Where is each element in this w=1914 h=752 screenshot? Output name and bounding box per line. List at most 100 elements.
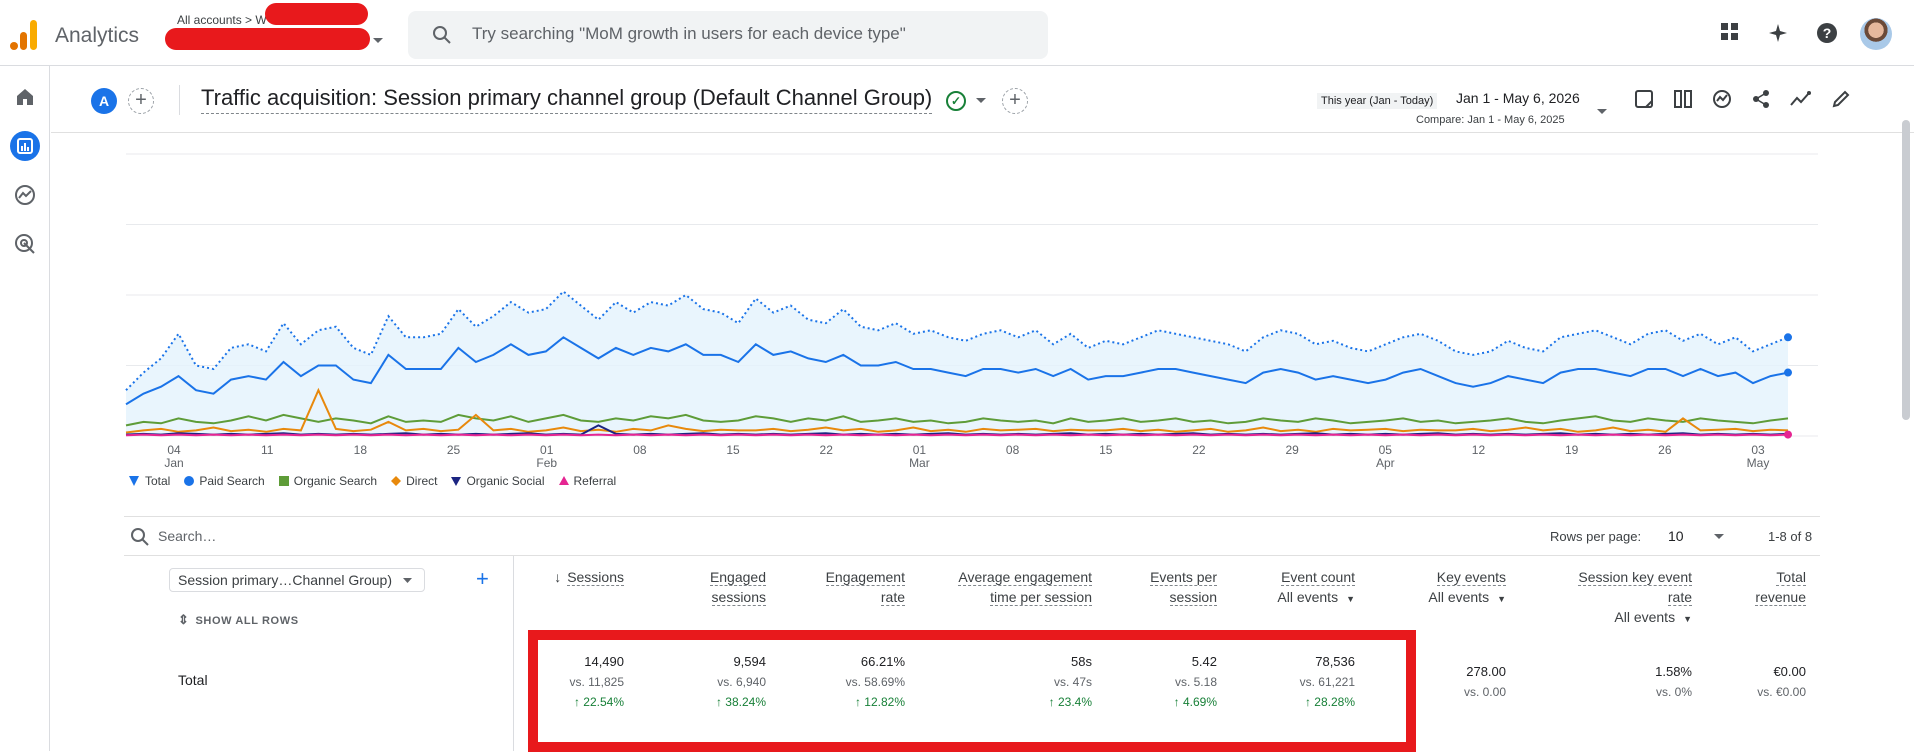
total-cell: 1.58% vs. 0% [1492,662,1692,702]
column-header[interactable]: Total revenue [1586,567,1806,607]
column-header[interactable]: Events per session [997,567,1217,607]
change-value: ↑ 12.82% [854,695,905,709]
chevron-down-icon[interactable] [1597,109,1607,115]
x-tick-label: 25 [447,443,461,457]
show-all-rows-button[interactable]: ⇕ SHOW ALL ROWS [178,612,299,628]
compare-columns-icon[interactable] [1673,89,1693,109]
red-highlight-box [528,630,1416,752]
event-filter-select[interactable]: All events [1277,589,1339,605]
chevron-down-icon[interactable] [1714,534,1724,540]
nav-reports[interactable] [10,131,40,161]
add-comparison-button[interactable]: + [128,88,154,114]
total-row-label: Total [178,672,208,688]
legend-label: Organic Search [293,474,378,488]
column-header[interactable]: Average engagement time per session [872,567,1092,607]
add-dimension-button[interactable]: + [476,566,489,591]
date-range[interactable]: Jan 1 - May 6, 2026 [1456,90,1580,106]
column-header-line1: Engagement [825,569,905,586]
column-header-line1: Total [1776,569,1806,586]
column-header[interactable]: Session key event rate All events ▼ [1472,567,1692,629]
redacted-account-name [165,28,370,50]
column-header[interactable]: ↓ Sessions [404,567,624,587]
add-filter-button[interactable]: + [1002,88,1028,114]
x-tick-label: 22 [1192,443,1206,457]
change-value: ↑ 4.69% [1173,695,1217,709]
chevron-down-icon[interactable] [976,98,986,104]
total-value: 9,594 [733,654,766,669]
series-line-referral[interactable] [125,433,1789,437]
legend-label: Total [145,474,171,488]
series-line-total[interactable] [125,290,1789,391]
column-header-line2: time per session [990,589,1092,606]
x-tick-label: 19 [1565,443,1579,457]
chevron-down-icon[interactable] [372,37,384,45]
legend-label: Paid Search [199,474,265,488]
pagination-text: 1-8 of 8 [1768,529,1813,544]
nav-home[interactable] [10,82,40,112]
page-scrollbar[interactable] [1902,120,1910,420]
analytics-logo-icon[interactable] [10,20,38,50]
total-cell: €0.00 vs. €0.00 [1606,662,1806,702]
pencil-icon[interactable] [1831,89,1851,109]
user-avatar[interactable] [1860,18,1892,50]
legend-label: Direct [406,474,438,488]
chart-legend: Total Paid Search Organic Search Direct … [128,474,616,488]
edit-note-icon[interactable] [1634,89,1654,109]
redacted-property-name [265,3,368,25]
column-header[interactable]: Engagement rate [685,567,905,607]
comparison-avatar[interactable]: A [91,88,117,114]
legend-label: Referral [573,474,617,488]
report-title[interactable]: Traffic acquisition: Session primary cha… [201,85,933,114]
help-icon[interactable]: ? [1816,22,1838,44]
chevron-down-icon: ▼ [1346,594,1355,604]
legend-item-referral[interactable]: Referral [558,474,617,488]
legend-item-direct[interactable]: Direct [391,474,437,488]
date-preset-label[interactable]: This year (Jan - Today) [1317,93,1438,109]
change-value: ↑ 28.28% [1304,695,1355,709]
change-value: ↑ 22.54% [573,695,624,709]
total-value: 58s [1071,654,1092,669]
compare-value: vs. 6,940 [717,675,766,689]
compare-value: vs. 0.00 [1463,685,1506,699]
table-search-input[interactable]: Search… [158,528,217,544]
search-placeholder: Try searching "MoM growth in users for e… [472,24,906,43]
rows-per-page-label: Rows per page: [1550,529,1642,544]
column-header-line1: Event count [1281,569,1355,586]
apps-grid-icon[interactable] [1720,22,1740,42]
total-value: 78,536 [1315,654,1355,669]
series-end-marker [1784,430,1792,439]
check-circle-icon[interactable]: ✓ [946,91,966,111]
account-breadcrumb[interactable]: All accounts > W [177,13,267,27]
chevron-down-icon: ▼ [1683,614,1692,624]
legend-item-paid-search[interactable]: Paid Search [184,474,265,488]
nav-explore[interactable] [10,180,40,210]
sparkle-icon[interactable] [1768,22,1790,44]
column-header-line1: Engaged [709,569,766,586]
legend-item-organic-search[interactable]: Organic Search [278,474,378,488]
event-filter-select[interactable]: All events [1428,589,1490,605]
event-filter-select[interactable]: All events [1614,609,1676,625]
rows-per-page-select[interactable]: 10 [1668,528,1684,544]
circle-marker-icon [184,476,195,486]
insights-icon[interactable] [1712,89,1732,109]
compare-range[interactable]: Compare: Jan 1 - May 6, 2025 [1416,114,1565,126]
trend-icon[interactable] [1790,89,1812,109]
dimension-select[interactable]: Session primary…Channel Group) [169,568,425,592]
share-icon[interactable] [1751,89,1771,109]
legend-item-total[interactable]: Total [128,474,170,488]
top-bar: Analytics All accounts > W Try searching… [0,0,1914,66]
column-header-line2: session [1169,589,1217,606]
nav-advertising[interactable] [10,229,40,259]
change-value: ↑ 23.4% [1048,695,1092,709]
dimension-label: Session primary…Channel Group) [178,572,392,588]
column-header[interactable]: Event count All events ▼ [1135,567,1355,609]
series-line-paid-search[interactable] [125,336,1789,406]
series-line-direct[interactable] [125,387,1789,434]
x-month-label: Feb [536,456,557,470]
search-bar[interactable]: Try searching "MoM growth in users for e… [408,11,1048,59]
column-header[interactable]: Key events All events ▼ [1286,567,1506,609]
column-header[interactable]: Engaged sessions [546,567,766,607]
legend-item-organic-social[interactable]: Organic Social [451,474,545,488]
series-line-organic-search[interactable] [125,413,1789,427]
triangle-down-marker-icon [451,477,462,486]
